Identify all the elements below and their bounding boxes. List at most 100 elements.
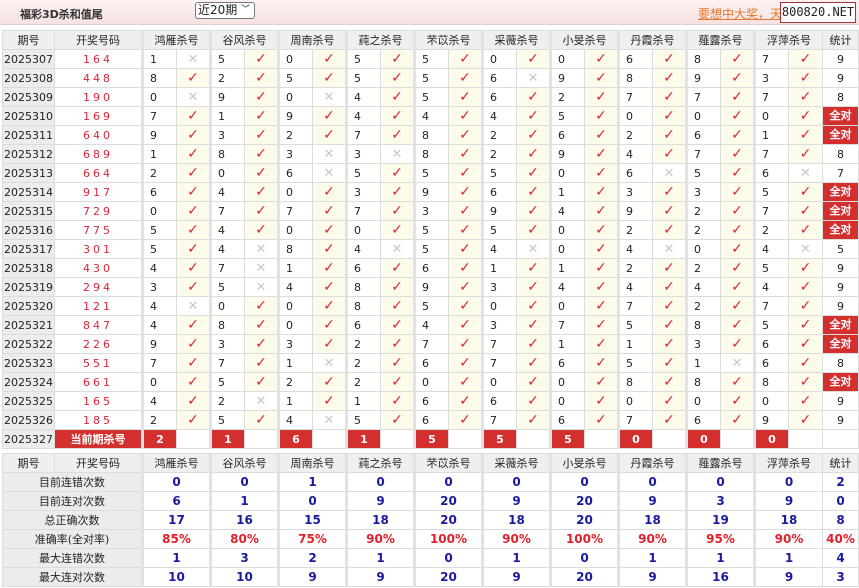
kill-number: 3 bbox=[277, 144, 313, 164]
check-icon: ✓ bbox=[584, 372, 619, 392]
empty-cell bbox=[312, 429, 347, 449]
kill-number: 2 bbox=[141, 163, 177, 183]
range-select[interactable]: 近20期 ﹀ bbox=[195, 2, 255, 19]
kill-number: 6 bbox=[685, 410, 721, 430]
check-icon: ✓ bbox=[516, 201, 551, 221]
kill-number: 6 bbox=[481, 182, 517, 202]
kill-number: 4 bbox=[345, 87, 381, 107]
cross-icon: ✕ bbox=[312, 353, 347, 373]
kill-number: 5 bbox=[413, 163, 449, 183]
kill-number: 4 bbox=[277, 277, 313, 297]
all-correct-badge: 全对 bbox=[823, 221, 858, 239]
header-period: 期号 bbox=[2, 30, 55, 50]
kill-number: 5 bbox=[345, 49, 381, 69]
kill-number: 6 bbox=[617, 163, 653, 183]
check-icon: ✓ bbox=[244, 353, 279, 373]
check-icon: ✓ bbox=[584, 87, 619, 107]
check-icon: ✓ bbox=[584, 296, 619, 316]
kill-number: 0 bbox=[413, 372, 449, 392]
header-stat: 统计 bbox=[822, 453, 859, 473]
stats-value: 9 bbox=[753, 491, 823, 511]
kill-number: 3 bbox=[345, 182, 381, 202]
check-icon: ✓ bbox=[244, 372, 279, 392]
draw-number: 294 bbox=[54, 277, 143, 297]
cross-icon: ✕ bbox=[516, 68, 551, 88]
check-icon: ✓ bbox=[516, 391, 551, 411]
check-icon: ✓ bbox=[720, 296, 755, 316]
kill-number: 7 bbox=[685, 144, 721, 164]
all-correct-badge: 全对 bbox=[823, 316, 858, 334]
kill-number: 2 bbox=[617, 220, 653, 240]
empty-cell bbox=[380, 429, 415, 449]
draw-number: 164 bbox=[54, 49, 143, 69]
empty-cell bbox=[788, 429, 823, 449]
check-icon: ✓ bbox=[448, 334, 483, 354]
check-icon: ✓ bbox=[312, 106, 347, 126]
draw-number: 689 bbox=[54, 144, 143, 164]
kill-number: 6 bbox=[549, 353, 585, 373]
header-expert: 谷风杀号 bbox=[209, 30, 279, 50]
kill-number: 0 bbox=[277, 296, 313, 316]
table-row: 2025318 430 4 ✓ 7 ✕ 1 ✓ 6 ✓ 6 ✓ 1 ✓ 1 ✓ 2 ✓ 2 ✓ 5 ✓ 9 bbox=[2, 258, 859, 278]
kill-number: 4 bbox=[141, 315, 177, 335]
period-cell: 2025321 bbox=[2, 315, 55, 335]
kill-number: 6 bbox=[413, 258, 449, 278]
kill-number: 5 bbox=[413, 296, 449, 316]
cross-icon: ✕ bbox=[244, 277, 279, 297]
check-icon: ✓ bbox=[244, 68, 279, 88]
kill-number: 4 bbox=[141, 296, 177, 316]
stats-value: 20 bbox=[549, 510, 619, 530]
stats-value: 0 bbox=[549, 472, 619, 492]
kill-number: 5 bbox=[481, 220, 517, 240]
kill-number: 0 bbox=[753, 106, 789, 126]
check-icon: ✓ bbox=[584, 277, 619, 297]
promo-link[interactable]: 要想中大奖，天 bbox=[698, 7, 780, 21]
stat-cell: 9 bbox=[822, 277, 859, 297]
range-select-value: 近20期 bbox=[198, 3, 238, 17]
stats-value: 16 bbox=[209, 510, 279, 530]
table-header-row: 期号 开奖号码 鸿雁杀号 谷风杀号 周南杀号 莼之杀号 芣苡杀号 采薇杀号 小旻杀号 丹霞杀号 薤露… bbox=[2, 30, 859, 50]
kill-number: 7 bbox=[413, 334, 449, 354]
period-cell: 2025309 bbox=[2, 87, 55, 107]
kill-number: 4 bbox=[209, 182, 245, 202]
table-row: 2025309 190 0 ✕ 9 ✓ 0 ✕ 4 ✓ 5 ✓ 6 ✓ 2 ✓ 7 ✓ 7 ✓ 7 ✓ 8 bbox=[2, 87, 859, 107]
stats-value: 18 bbox=[753, 510, 823, 530]
kill-number: 0 bbox=[277, 315, 313, 335]
kill-number: 4 bbox=[481, 239, 517, 259]
stat-cell: 全对 bbox=[822, 334, 859, 354]
check-icon: ✓ bbox=[312, 49, 347, 69]
check-icon: ✓ bbox=[176, 258, 211, 278]
check-icon: ✓ bbox=[176, 315, 211, 335]
stat-cell: 9 bbox=[822, 68, 859, 88]
check-icon: ✓ bbox=[312, 296, 347, 316]
draw-number: 729 bbox=[54, 201, 143, 221]
check-icon: ✓ bbox=[720, 315, 755, 335]
empty-cell bbox=[584, 429, 619, 449]
stats-value: 0 bbox=[549, 548, 619, 568]
check-icon: ✓ bbox=[584, 239, 619, 259]
stat-cell: 9 bbox=[822, 410, 859, 430]
table-row: 2025324 661 0 ✓ 5 ✓ 2 ✓ 2 ✓ 0 ✓ 0 ✓ 0 ✓ 8 ✓ 8 ✓ 8 ✓ 全对 bbox=[2, 372, 859, 392]
check-icon: ✓ bbox=[176, 125, 211, 145]
kill-number: 0 bbox=[549, 163, 585, 183]
kill-number: 3 bbox=[413, 201, 449, 221]
stats-value: 95% bbox=[685, 529, 755, 549]
kill-number: 4 bbox=[141, 258, 177, 278]
stats-value: 90% bbox=[617, 529, 687, 549]
cross-icon: ✕ bbox=[788, 163, 823, 183]
kill-number: 5 bbox=[617, 315, 653, 335]
stats-label: 目前连对次数 bbox=[2, 491, 143, 511]
period-cell: 2025323 bbox=[2, 353, 55, 373]
stat-cell: 全对 bbox=[822, 106, 859, 126]
check-icon: ✓ bbox=[720, 220, 755, 240]
check-icon: ✓ bbox=[448, 353, 483, 373]
check-icon: ✓ bbox=[788, 201, 823, 221]
header-expert: 芣苡杀号 bbox=[413, 30, 483, 50]
check-icon: ✓ bbox=[652, 182, 687, 202]
kill-number: 5 bbox=[345, 410, 381, 430]
table-row: 2025315 729 0 ✓ 7 ✓ 7 ✓ 7 ✓ 3 ✓ 9 ✓ 4 ✓ 9 ✓ 2 ✓ 7 ✓ 全对 bbox=[2, 201, 859, 221]
draw-number: 551 bbox=[54, 353, 143, 373]
kill-number: 5 bbox=[685, 163, 721, 183]
cross-icon: ✕ bbox=[380, 239, 415, 259]
kill-number: 2 bbox=[481, 144, 517, 164]
